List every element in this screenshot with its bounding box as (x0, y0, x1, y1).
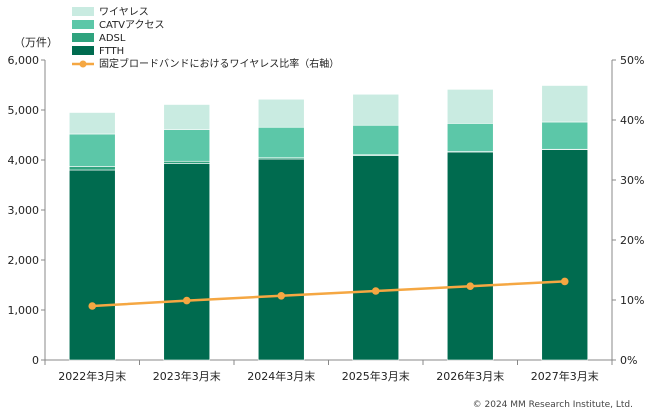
x-tick-label: 2027年3月末 (531, 369, 599, 383)
ratio-line-point (182, 296, 191, 305)
legend-swatch (72, 46, 94, 55)
y2-tick-label: 10% (620, 294, 644, 307)
bar-ftth-segment (541, 149, 589, 361)
bar-ftth-segment (446, 151, 494, 361)
y2-tick-label: 20% (620, 234, 644, 247)
bar-catv-segment (541, 121, 589, 150)
x-tick-label: 2024年3月末 (247, 369, 315, 383)
y-tick-label: 1,000 (8, 304, 40, 317)
legend-label: ワイヤレス (99, 7, 149, 18)
bar-catv-segment (68, 133, 116, 167)
bar-ftth-segment (352, 155, 400, 361)
ratio-line-point (466, 282, 475, 291)
bar-catv-segment (163, 129, 211, 162)
bars (68, 85, 589, 361)
ratio-line-point (560, 277, 569, 286)
legend-label: CATVアクセス (99, 19, 165, 31)
bar-catv-segment (257, 126, 305, 159)
bar--segment (541, 85, 589, 123)
x-tick-label: 2026年3月末 (436, 369, 504, 383)
ratio-line-path (92, 280, 565, 308)
y-tick-label: 4,000 (8, 154, 40, 167)
bar--segment (163, 104, 211, 130)
y-axis-unit-label: （万件） (14, 36, 58, 49)
bar--segment (446, 89, 494, 124)
x-tick-label: 2025年3月末 (342, 369, 410, 383)
bar-ftth-segment (257, 158, 305, 361)
bar-catv-segment (446, 123, 494, 152)
x-tick-label: 2022年3月末 (58, 369, 126, 383)
x-tick-label: 2023年3月末 (153, 369, 221, 383)
ratio-line (88, 277, 569, 310)
y-tick-label: 5,000 (8, 104, 40, 117)
bar-ftth-segment (163, 163, 211, 361)
y-tick-label: 6,000 (8, 54, 40, 67)
y-tick-label: 0 (32, 354, 39, 367)
legend-line-marker (79, 60, 87, 68)
y-tick-label: 3,000 (8, 204, 40, 217)
y2-tick-label: 0% (620, 354, 637, 367)
copyright-text: © 2024 MM Research Institute, Ltd. (472, 400, 633, 410)
legend-label: 固定ブロードバンドにおけるワイヤレス比率（右軸） (99, 57, 339, 70)
legend-swatch (72, 33, 94, 42)
bar--segment (257, 98, 305, 128)
ratio-line-point (371, 287, 380, 295)
bar-ftth-segment (68, 169, 116, 361)
y-tick-label: 2,000 (8, 254, 40, 267)
y2-tick-label: 40% (620, 114, 644, 127)
legend-label: ADSL (99, 33, 126, 44)
bar--segment (68, 112, 116, 135)
axes: 0 1,000 2,000 3,000 4,000 5,000 6,000 0% 10% 20% 3… (8, 54, 645, 383)
bar-adsl-segment (68, 166, 116, 171)
legend-label: FTTH (99, 46, 124, 57)
y2-tick-label: 50% (620, 54, 644, 67)
bar-catv-segment (352, 124, 400, 156)
bar--segment (352, 93, 400, 126)
legend-swatch (72, 20, 94, 29)
ratio-line-point (88, 302, 97, 310)
y2-tick-label: 30% (620, 174, 644, 187)
ratio-line-point (277, 292, 286, 300)
legend-swatch (72, 7, 94, 16)
bar-adsl-segment (163, 160, 211, 164)
